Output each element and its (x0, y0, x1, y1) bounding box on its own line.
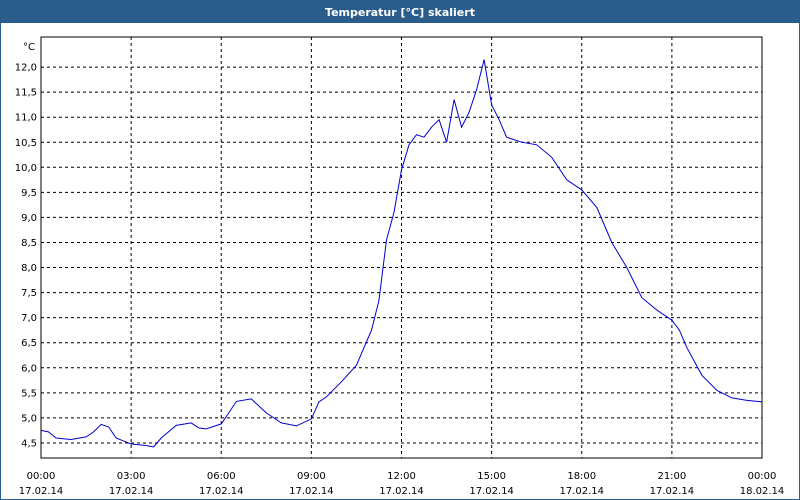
grid (41, 37, 762, 458)
x-tick-date-label: 17.02.14 (650, 486, 695, 497)
temperature-series-line (40, 59, 763, 448)
y-tick-label: 6,5 (21, 338, 37, 349)
y-tick-label: 10,0 (15, 163, 37, 174)
plot-border (40, 36, 763, 459)
y-tick-label: 10,5 (15, 138, 37, 149)
x-tick-date-label: 17.02.14 (109, 486, 154, 497)
x-tick-date-label: 17.02.14 (559, 486, 604, 497)
x-tick-date-label: 17.02.14 (469, 486, 514, 497)
y-axis: 4,5 5,0 5,5 6,0 6,5 7,0 7,5 8,0 8,5 9,0 9,5 10,0 10,… (15, 63, 37, 450)
y-tick-label: 12,0 (15, 63, 37, 74)
x-axis: 00:00 17.02.14 03:00 17.02.14 06:00 17.02.14 0… (19, 471, 785, 497)
x-tick-time-label: 03:00 (117, 471, 146, 482)
y-axis-unit-label: °C (23, 42, 35, 53)
y-tick-label: 11,0 (15, 113, 37, 124)
x-tick-date-label: 17.02.14 (199, 486, 244, 497)
x-tick-date-label: 17.02.14 (379, 486, 424, 497)
x-tick-time-label: 06:00 (207, 471, 236, 482)
x-tick-time-label: 15:00 (477, 471, 506, 482)
x-tick-time-label: 21:00 (657, 471, 686, 482)
x-tick-time-label: 00:00 (27, 471, 56, 482)
y-tick-label: 5,5 (21, 388, 37, 399)
y-tick-label: 9,0 (21, 213, 37, 224)
y-tick-label: 6,0 (21, 363, 37, 374)
y-tick-label: 9,5 (21, 188, 37, 199)
y-tick-label: 7,5 (21, 288, 37, 299)
x-tick-time-label: 09:00 (297, 471, 326, 482)
chart-title: Temperatur [°C] skaliert (1, 1, 799, 23)
y-tick-label: 5,0 (21, 413, 37, 424)
y-tick-label: 11,5 (15, 88, 37, 99)
y-tick-label: 4,5 (21, 438, 37, 449)
x-tick-date-label: 18.02.14 (740, 486, 785, 497)
x-tick-date-label: 17.02.14 (19, 486, 64, 497)
y-tick-label: 7,0 (21, 313, 37, 324)
y-tick-label: 8,5 (21, 238, 37, 249)
y-tick-label: 8,0 (21, 263, 37, 274)
x-tick-time-label: 18:00 (567, 471, 596, 482)
x-tick-date-label: 17.02.14 (289, 486, 334, 497)
x-tick-time-label: 12:00 (387, 471, 416, 482)
x-tick-time-label: 00:00 (748, 471, 777, 482)
